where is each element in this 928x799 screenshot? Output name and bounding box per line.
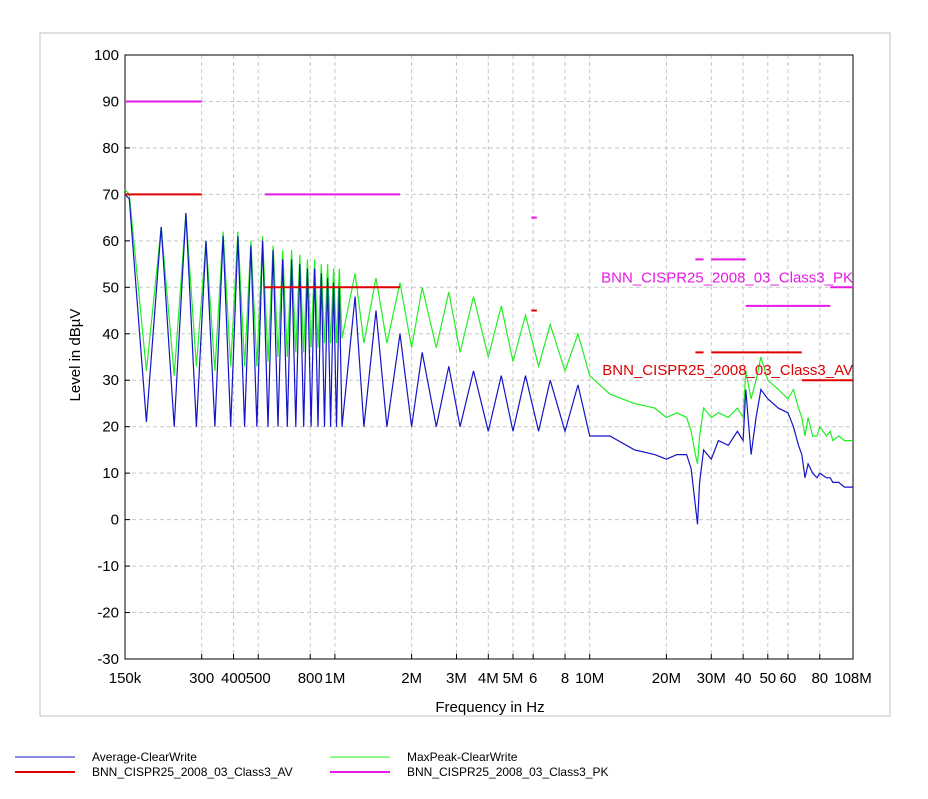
legend-label: BNN_CISPR25_2008_03_Class3_AV	[92, 765, 293, 779]
y-tick-label: 60	[102, 233, 119, 250]
x-tick-label: 60	[780, 670, 797, 687]
x-axis-label: Frequency in Hz	[435, 699, 544, 716]
x-tick-label: 400	[221, 670, 246, 687]
legend-label: MaxPeak-ClearWrite	[407, 750, 518, 764]
y-tick-label: 50	[102, 279, 119, 296]
x-tick-label: 800	[298, 670, 323, 687]
x-tick-label: 2M	[401, 670, 422, 687]
x-tick-label: 300	[189, 670, 214, 687]
x-tick-label: 3M	[446, 670, 467, 687]
plot-area	[124, 54, 854, 660]
legend-label: Average-ClearWrite	[92, 750, 197, 764]
x-tick-label: 500	[246, 670, 271, 687]
annotation: BNN_CISPR25_2008_03_Class3_AV	[602, 362, 853, 379]
y-tick-label: -20	[97, 605, 119, 622]
y-tick-label: -30	[97, 651, 119, 668]
series-line	[125, 193, 853, 382]
x-tick-label: 20M	[652, 670, 681, 687]
x-tick-label: 10M	[575, 670, 604, 687]
x-tick-label: 5M	[503, 670, 524, 687]
x-tick-label: 1M	[324, 670, 345, 687]
y-tick-label: -10	[97, 558, 119, 575]
y-tick-label: 100	[94, 47, 119, 64]
x-tick-label: 30M	[697, 670, 726, 687]
x-tick-label: 108M	[834, 670, 872, 687]
y-tick-label: 90	[102, 93, 119, 110]
x-tick-label: 4M	[478, 670, 499, 687]
y-axis-label: Level in dBµV	[67, 309, 84, 402]
y-tick-label: 40	[102, 326, 119, 343]
annotation: BNN_CISPR25_2008_03_Class3_PK	[601, 269, 853, 286]
series-line	[124, 189, 853, 465]
series-line	[125, 100, 853, 307]
y-tick-label: 10	[102, 465, 119, 482]
y-tick-label: 70	[102, 186, 119, 203]
x-tick-label: 8	[561, 670, 569, 687]
x-tick-label: 80	[811, 670, 828, 687]
chart-frame	[39, 32, 891, 717]
legend-label: BNN_CISPR25_2008_03_Class3_PK	[407, 765, 608, 779]
x-tick-label: 6	[529, 670, 537, 687]
x-tick-label: 50	[759, 670, 776, 687]
series-line	[124, 193, 853, 525]
y-tick-label: 30	[102, 372, 119, 389]
x-tick-label: 40	[735, 670, 752, 687]
x-tick-label: 150k	[109, 670, 142, 687]
y-tick-label: 80	[102, 140, 119, 157]
y-tick-label: 0	[111, 512, 119, 529]
y-tick-label: 20	[102, 419, 119, 436]
